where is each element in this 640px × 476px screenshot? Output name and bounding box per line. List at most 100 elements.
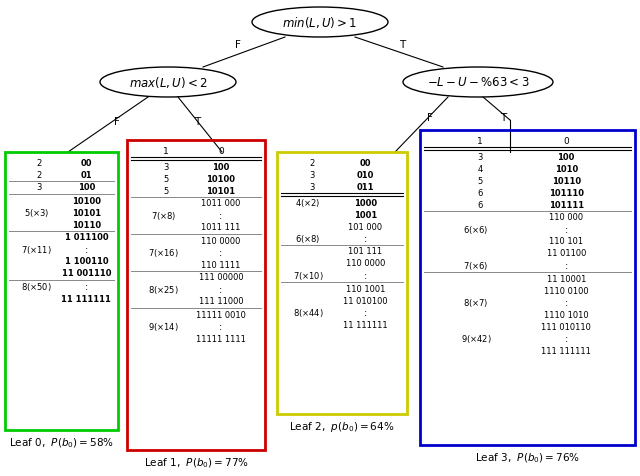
Text: 6: 6 [477,188,483,198]
Text: 10110: 10110 [552,177,580,186]
Text: :: : [84,245,88,255]
Text: 8($\times$25): 8($\times$25) [148,284,179,296]
Text: 5: 5 [477,177,483,186]
Text: T: T [399,40,405,50]
Text: :: : [220,322,223,332]
Text: 1000: 1000 [354,198,377,208]
Bar [5,152,118,430]
Text: 011: 011 [356,182,374,191]
Text: :: : [564,334,568,344]
Text: 110 1111: 110 1111 [201,260,241,269]
Text: 10101: 10101 [206,187,236,196]
Text: 4($\times$2): 4($\times$2) [295,197,321,209]
Text: :: : [364,271,367,281]
Text: 110 000: 110 000 [549,214,583,222]
Text: :: : [364,234,367,244]
Text: 10110: 10110 [72,220,101,229]
Text: 11 111111: 11 111111 [343,320,388,329]
Text: 0: 0 [218,147,224,156]
Text: 00: 00 [81,159,92,168]
Text: 6($\times$6): 6($\times$6) [463,224,489,236]
Text: Leaf 2,  $p(b_0) = 64\%$: Leaf 2, $p(b_0) = 64\%$ [289,420,395,434]
Text: 100: 100 [212,162,230,171]
Text: 11 111111: 11 111111 [61,295,111,304]
Text: T: T [500,113,506,123]
Text: 7($\times$16): 7($\times$16) [148,247,179,259]
Text: :: : [564,298,568,308]
Text: 1 100110: 1 100110 [65,258,108,267]
Bar [277,152,407,414]
Text: 100: 100 [77,184,95,192]
Text: 101110: 101110 [548,188,584,198]
Text: Leaf 0,  $P(b_0) = 58\%$: Leaf 0, $P(b_0) = 58\%$ [9,436,114,450]
Text: 8($\times$50): 8($\times$50) [22,281,52,293]
Text: 6($\times$8): 6($\times$8) [295,233,321,245]
Text: Leaf 1,  $P(b_0) = 77\%$: Leaf 1, $P(b_0) = 77\%$ [143,456,248,470]
Text: 101 000: 101 000 [348,222,383,231]
Text: 110 101: 110 101 [549,238,583,247]
Text: T: T [194,117,200,127]
Text: 9($\times$42): 9($\times$42) [461,333,492,345]
Text: :: : [84,282,88,292]
Text: 11 010100: 11 010100 [343,297,388,306]
Text: 5: 5 [163,175,168,184]
Text: 00: 00 [360,159,371,168]
Text: 2: 2 [36,159,42,168]
Text: 8($\times$44): 8($\times$44) [292,307,323,319]
Text: 11 10001: 11 10001 [547,275,586,284]
Text: 7($\times$6): 7($\times$6) [463,260,489,272]
Text: 10101: 10101 [72,208,101,218]
Text: 7($\times$8): 7($\times$8) [151,210,177,222]
Text: F: F [235,40,241,50]
Text: 3: 3 [309,182,315,191]
Text: 110 0000: 110 0000 [346,259,385,268]
Text: 9($\times$14): 9($\times$14) [148,321,179,333]
Text: $min(L,U) > 1$: $min(L,U) > 1$ [282,14,358,30]
Text: 11111 1111: 11111 1111 [196,335,246,344]
Text: 10100: 10100 [206,175,236,184]
Text: 010: 010 [356,170,374,179]
Text: 1010: 1010 [555,165,578,173]
Text: 5: 5 [163,187,168,196]
Text: 110 0000: 110 0000 [201,237,241,246]
Text: 1011 000: 1011 000 [201,199,241,208]
Text: 3: 3 [477,152,483,161]
Text: 4: 4 [477,165,483,173]
Text: 11 01100: 11 01100 [547,249,586,258]
Text: 110 1001: 110 1001 [346,285,385,294]
Text: 3: 3 [309,170,315,179]
Text: 0: 0 [563,137,569,146]
Text: 1 011100: 1 011100 [65,234,108,242]
Text: 11111 0010: 11111 0010 [196,310,246,319]
Text: $max(L,U) < 2$: $max(L,U) < 2$ [129,75,207,89]
Text: 111 11000: 111 11000 [198,298,243,307]
Text: :: : [220,211,223,221]
Text: :: : [364,308,367,318]
Text: 1110 0100: 1110 0100 [544,287,589,296]
Text: 1: 1 [163,147,168,156]
Bar [420,130,635,445]
Text: 6: 6 [477,200,483,209]
Text: 7($\times$11): 7($\times$11) [22,244,52,256]
Text: 101 111: 101 111 [348,248,383,257]
Text: 7($\times$10): 7($\times$10) [292,270,323,282]
Text: :: : [564,225,568,235]
Text: F: F [427,113,433,123]
Text: 3: 3 [36,184,42,192]
Text: 101111: 101111 [548,200,584,209]
Text: 01: 01 [81,170,92,179]
Text: 111 00000: 111 00000 [198,274,243,282]
Text: 100: 100 [557,152,575,161]
Text: 111 111111: 111 111111 [541,347,591,356]
Text: $-L-U-\%63 < 3$: $-L-U-\%63 < 3$ [427,76,529,89]
Text: 111 010110: 111 010110 [541,323,591,331]
Text: :: : [564,261,568,271]
Text: 10100: 10100 [72,197,101,206]
Text: 3: 3 [163,162,168,171]
Text: :: : [220,248,223,258]
Text: 1: 1 [477,137,483,146]
Text: 5($\times$3): 5($\times$3) [24,207,50,219]
Text: F: F [114,117,120,127]
Text: 2: 2 [36,170,42,179]
Text: 8($\times$7): 8($\times$7) [463,297,489,309]
